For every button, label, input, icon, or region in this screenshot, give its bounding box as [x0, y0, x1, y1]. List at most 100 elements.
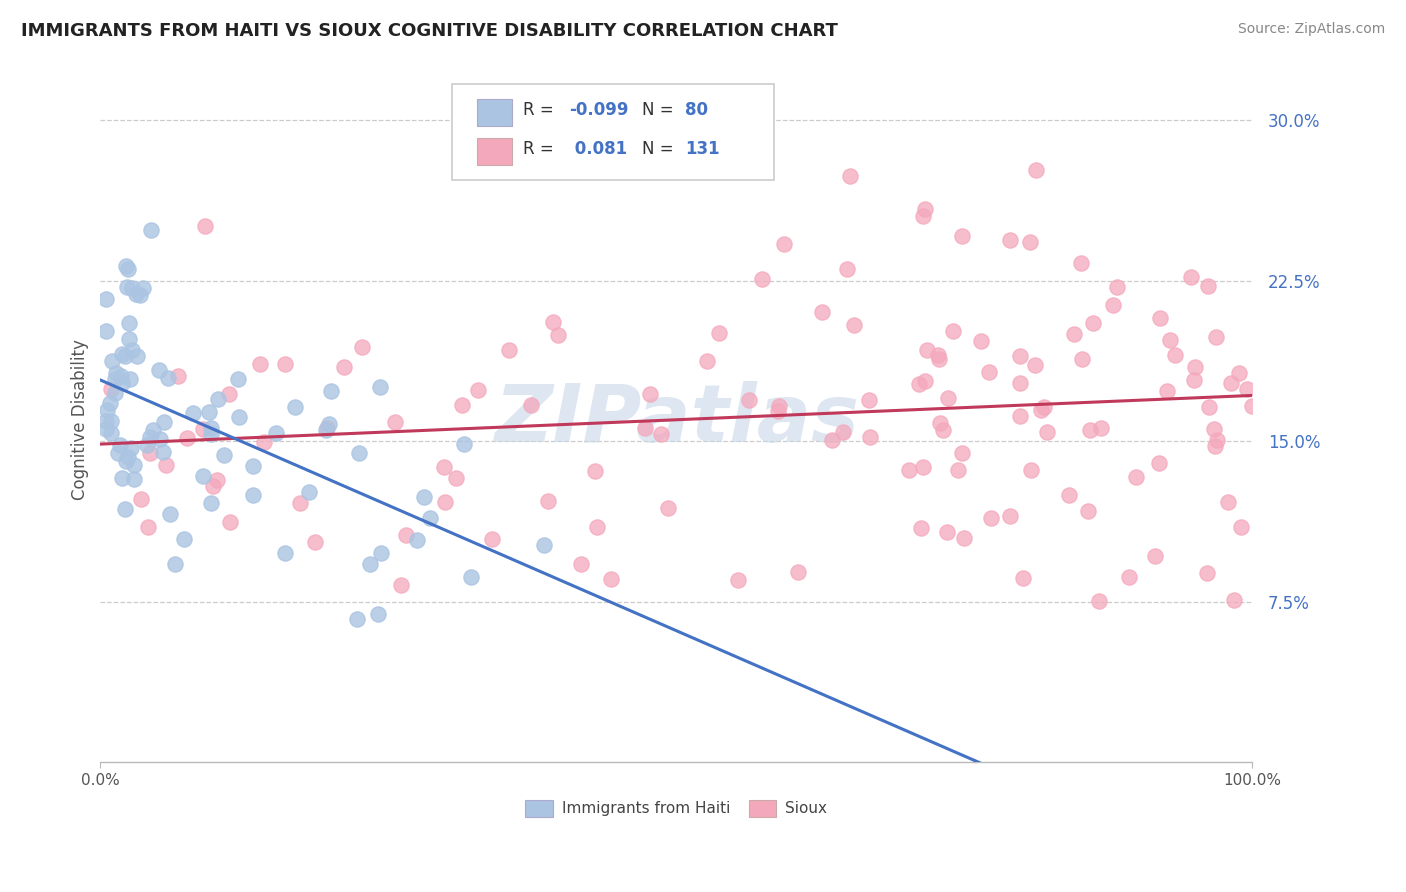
Point	[832, 425, 855, 439]
Point	[201, 479, 224, 493]
Point	[751, 272, 773, 286]
Point	[936, 392, 959, 406]
Point	[859, 430, 882, 444]
Point	[120, 441, 142, 455]
Point	[384, 415, 406, 429]
Point	[124, 458, 146, 473]
Point	[634, 421, 657, 435]
Text: IMMIGRANTS FROM HAITI VS SIOUX COGNITIVE DISABILITY CORRELATION CHART: IMMIGRANTS FROM HAITI VS SIOUX COGNITIVE…	[21, 22, 838, 40]
Point	[1195, 566, 1218, 580]
Y-axis label: Cognitive Disability: Cognitive Disability	[72, 340, 89, 500]
Text: -0.099: -0.099	[569, 101, 628, 119]
Point	[389, 577, 412, 591]
Point	[117, 262, 139, 277]
Point	[114, 501, 136, 516]
Point	[104, 372, 127, 386]
Point	[946, 463, 969, 477]
Point	[138, 430, 160, 444]
Point	[897, 462, 920, 476]
Point	[768, 400, 790, 414]
Text: Source: ZipAtlas.com: Source: ZipAtlas.com	[1237, 22, 1385, 37]
Point	[284, 400, 307, 414]
Point	[927, 348, 949, 362]
Point	[181, 406, 204, 420]
Point	[1143, 549, 1166, 563]
Point	[537, 494, 560, 508]
Point	[115, 260, 138, 274]
Point	[433, 460, 456, 475]
Point	[129, 491, 152, 506]
Point	[288, 496, 311, 510]
Point	[115, 280, 138, 294]
Point	[111, 347, 134, 361]
Point	[359, 557, 381, 571]
Point	[707, 326, 730, 341]
Point	[1070, 256, 1092, 270]
Point	[167, 369, 190, 384]
Point	[1159, 333, 1181, 347]
Point	[110, 437, 132, 451]
Point	[915, 343, 938, 357]
Point	[125, 286, 148, 301]
Point	[347, 446, 370, 460]
Point	[200, 421, 222, 435]
Point	[94, 292, 117, 306]
Point	[914, 202, 936, 217]
Point	[650, 427, 672, 442]
Point	[910, 521, 932, 535]
Point	[370, 546, 392, 560]
Point	[1012, 571, 1035, 585]
Point	[274, 546, 297, 560]
Text: 80: 80	[686, 101, 709, 119]
Point	[1149, 311, 1171, 326]
FancyBboxPatch shape	[451, 84, 775, 180]
Point	[121, 343, 143, 358]
Point	[191, 468, 214, 483]
Point	[100, 425, 122, 440]
Point	[696, 354, 718, 368]
Point	[114, 454, 136, 468]
Point	[1090, 421, 1112, 435]
Bar	[477, 99, 512, 127]
Point	[533, 538, 555, 552]
Point	[242, 488, 264, 502]
Point	[118, 332, 141, 346]
Point	[977, 365, 1000, 379]
Point	[406, 533, 429, 548]
Point	[1205, 329, 1227, 343]
Point	[273, 357, 295, 371]
Point	[727, 573, 749, 587]
Point	[107, 446, 129, 460]
Point	[498, 343, 520, 358]
Point	[810, 305, 832, 319]
Point	[205, 473, 228, 487]
Point	[297, 484, 319, 499]
Point	[173, 532, 195, 546]
Point	[141, 223, 163, 237]
Point	[1035, 425, 1057, 439]
Point	[1024, 359, 1046, 373]
Point	[1021, 463, 1043, 477]
Point	[136, 520, 159, 534]
Point	[446, 471, 468, 485]
Point	[165, 557, 187, 571]
Point	[110, 368, 132, 383]
Point	[100, 382, 122, 396]
Point	[148, 363, 170, 377]
Point	[1236, 382, 1258, 396]
Point	[737, 392, 759, 407]
Point	[1029, 403, 1052, 417]
Point	[1102, 298, 1125, 312]
Point	[1088, 594, 1111, 608]
Point	[1156, 384, 1178, 399]
Point	[100, 414, 122, 428]
Point	[131, 281, 153, 295]
Point	[249, 357, 271, 371]
Point	[94, 414, 117, 428]
Point	[198, 405, 221, 419]
Point	[942, 324, 965, 338]
Point	[929, 416, 952, 430]
Point	[94, 421, 117, 435]
Point	[1078, 423, 1101, 437]
Point	[333, 359, 356, 374]
